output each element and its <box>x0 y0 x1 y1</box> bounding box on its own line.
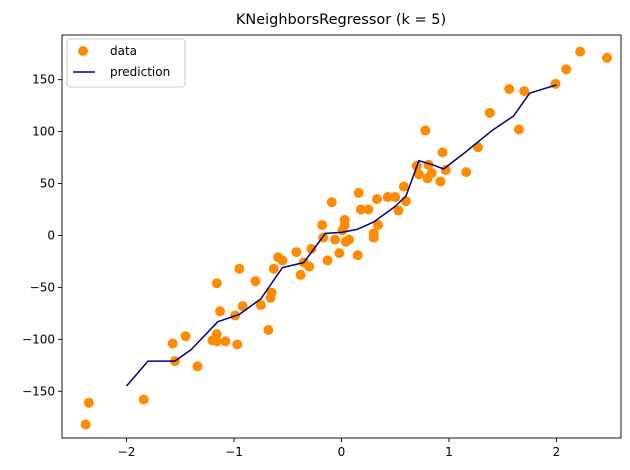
data-point <box>326 197 337 208</box>
x-tick-label: −1 <box>225 445 243 459</box>
data-point <box>513 124 524 135</box>
data-point <box>550 78 561 89</box>
data-point <box>382 192 393 203</box>
y-tick-label: −150 <box>22 384 55 398</box>
legend-data-label: data <box>110 44 137 58</box>
data-point <box>339 220 350 231</box>
y-tick-label: −100 <box>22 332 55 346</box>
data-point <box>437 147 448 158</box>
data-point <box>232 339 243 350</box>
data-point <box>355 204 366 215</box>
data-point <box>322 255 333 266</box>
data-point <box>353 187 364 198</box>
data-point <box>220 336 231 347</box>
legend-prediction-label: prediction <box>110 65 170 79</box>
data-point <box>426 168 437 179</box>
data-point <box>306 243 317 254</box>
y-tick-label: −50 <box>30 280 55 294</box>
data-point <box>234 263 245 274</box>
data-point <box>435 176 446 187</box>
data-point <box>344 234 355 245</box>
data-point <box>401 196 411 207</box>
data-point <box>138 394 149 405</box>
data-point <box>473 142 484 153</box>
data-point <box>363 204 374 215</box>
data-point <box>83 397 94 408</box>
x-tick-label: 2 <box>553 445 561 459</box>
data-point <box>413 169 424 180</box>
y-tick-label: 0 <box>47 228 55 242</box>
data-point <box>393 205 404 216</box>
data-point <box>180 331 191 342</box>
data-point <box>295 269 306 280</box>
data-point <box>504 84 515 95</box>
data-point <box>317 220 328 231</box>
chart-title: KNeighborsRegressor (k = 5) <box>236 12 446 28</box>
x-tick-label: −2 <box>118 445 136 459</box>
data-point <box>334 248 345 259</box>
data-point <box>398 181 409 192</box>
data-point <box>211 336 222 347</box>
data-point <box>602 52 613 63</box>
axes: −2 −1 0 1 2 −150 −100 −50 0 50 100 150 <box>22 34 622 459</box>
data-point <box>368 228 379 239</box>
data-point <box>352 250 363 261</box>
data-point <box>211 278 222 289</box>
data-point <box>192 361 203 372</box>
data-point <box>390 192 401 203</box>
data-point <box>250 276 261 287</box>
y-tick-label: 50 <box>40 177 55 191</box>
data-point <box>263 324 274 335</box>
data-point <box>461 167 472 178</box>
data-point <box>266 287 277 298</box>
data-point <box>291 247 302 258</box>
x-tick-label: 0 <box>338 445 346 459</box>
y-tick-label: 100 <box>32 125 55 139</box>
data-point <box>255 300 266 311</box>
plot-area <box>80 46 613 430</box>
data-point <box>237 301 248 312</box>
data-point <box>420 125 431 136</box>
data-point <box>440 165 451 176</box>
data-point <box>373 220 384 231</box>
legend-box <box>66 38 186 88</box>
data-point <box>519 86 530 97</box>
data-point <box>215 306 226 317</box>
data-point <box>484 107 495 118</box>
data-point <box>561 64 572 75</box>
data-point <box>304 261 315 272</box>
data-point <box>268 263 279 274</box>
prediction-line <box>125 84 557 387</box>
data-point <box>211 329 222 340</box>
x-tick-label: 1 <box>445 445 453 459</box>
data-point <box>575 46 586 57</box>
data-point <box>80 419 91 430</box>
legend: data prediction <box>66 38 186 88</box>
legend-data-marker <box>78 46 88 56</box>
data-point <box>371 194 382 205</box>
data-point <box>167 338 178 349</box>
data-point <box>330 234 341 245</box>
data-point <box>277 255 288 266</box>
y-tick-label: 150 <box>32 73 55 87</box>
